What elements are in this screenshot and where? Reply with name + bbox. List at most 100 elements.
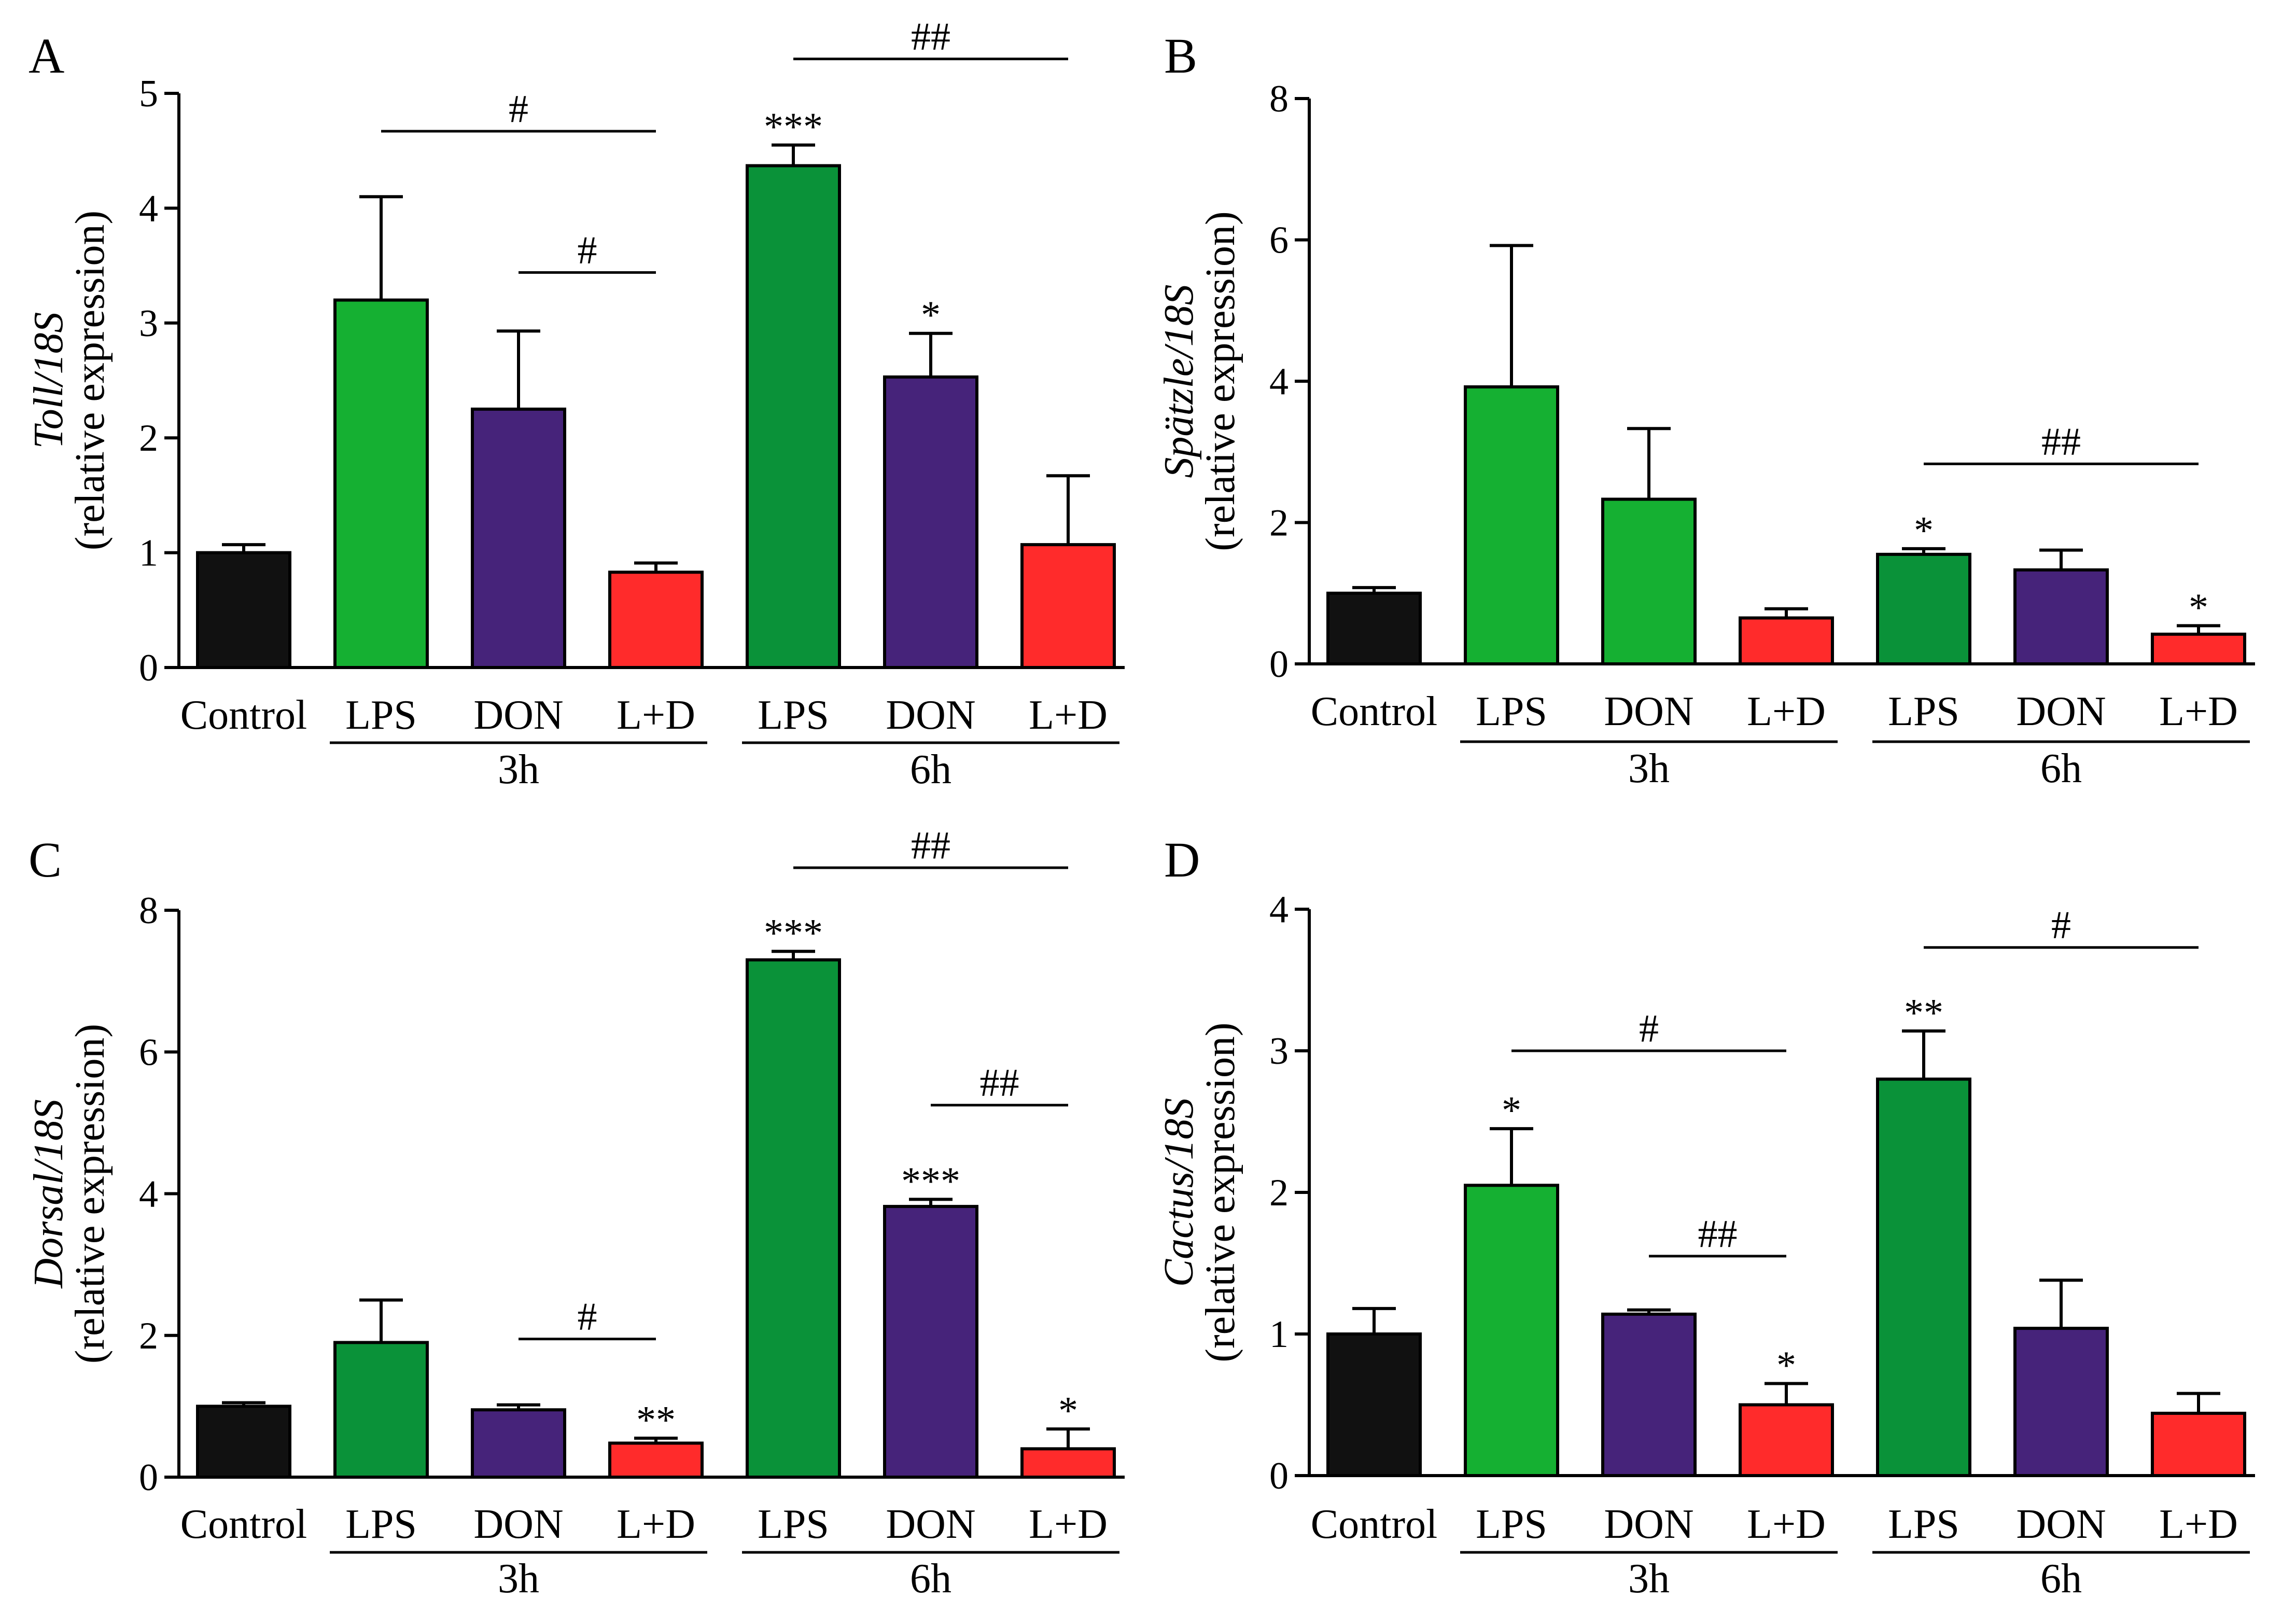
x-category-label: L+D [617,692,695,738]
chart-panel-a: A 0 1 2 3 4 5 Toll/18S(relative expression) Cont… [26,15,1125,793]
significance-stars: * [1776,1344,1796,1387]
x-category-label: LPS [345,1502,417,1547]
chart-panel-c: C 0 2 4 6 8 Dorsal/18S(relative expression) Con… [26,824,1125,1602]
bar [471,1408,566,1479]
y-tick-label: 2 [139,417,158,460]
y-tick-label: 1 [1269,1313,1289,1356]
bar [1464,385,1559,665]
y-tick-label: 2 [1269,502,1289,545]
x-category-label: DON [886,692,975,738]
x-category-label: DON [2016,1502,2106,1547]
group-label: 6h [910,747,951,793]
bar [1601,497,1697,665]
y-axis-title: Spätzle/18S [1156,284,1202,478]
bar [1464,1184,1559,1478]
y-tick-label: 3 [1269,1030,1289,1073]
x-category-label: DON [2016,689,2106,734]
panel-letter: D [1164,832,1200,887]
bar [2013,1327,2109,1478]
y-tick-label: 4 [1269,888,1289,931]
x-category-label: DON [1604,689,1693,734]
group-label: 3h [498,1556,539,1602]
x-category-label: Control [1311,1502,1437,1547]
y-axis-subtitle: (relative expression) [67,1024,113,1364]
y-tick-label: 0 [139,1456,158,1499]
bar [883,1205,978,1479]
significance-hash: # [509,87,528,131]
x-category-label: Control [180,1502,307,1547]
group-label: 3h [498,747,539,793]
significance-stars: * [2189,586,2208,629]
significance-hash: ## [1698,1212,1738,1256]
bar [1326,591,1422,665]
bar [2151,1411,2246,1477]
bar [1326,1332,1422,1477]
x-category-label: LPS [1476,689,1547,734]
bar [1876,552,1971,665]
significance-hash: # [1639,1007,1659,1050]
significance-stars: * [921,294,941,337]
y-axis-subtitle: (relative expression) [67,211,113,550]
y-tick-label: 0 [1269,643,1289,686]
y-tick-label: 3 [139,302,158,345]
significance-hash: # [578,228,597,272]
x-category-label: LPS [1888,689,1959,734]
x-category-label: L+D [1747,689,1826,734]
bar [2151,632,2246,666]
x-category-label: L+D [2159,689,2238,734]
y-axis-title: Dorsal/18S [26,1099,72,1289]
bar [608,571,704,670]
group-label: 6h [2040,1556,2082,1602]
significance-stars: * [1058,1389,1078,1433]
bar [471,407,566,669]
x-category-label: DON [473,1502,563,1547]
y-axis-title: Cactus/18S [1156,1098,1202,1287]
bar [608,1441,704,1479]
y-axis-title: Toll/18S [26,312,72,449]
group-label: 3h [1628,746,1670,791]
y-axis-subtitle: (relative expression) [1198,211,1243,551]
significance-stars: ** [636,1398,676,1442]
significance-stars: *** [764,105,823,149]
bar [333,1341,429,1479]
group-label: 3h [1628,1556,1670,1602]
x-category-label: LPS [1476,1502,1547,1547]
panel-letter: C [29,832,62,887]
y-tick-label: 2 [1269,1172,1289,1214]
chart-panel-d: D 0 1 2 3 4 Cactus/18S(relative expression) Con… [1156,832,2255,1602]
y-axis-subtitle: (relative expression) [1198,1022,1243,1362]
x-category-label: L+D [2159,1502,2238,1547]
x-category-label: L+D [1747,1502,1826,1547]
panel-letter: B [1164,28,1197,84]
x-category-label: LPS [1888,1502,1959,1547]
y-tick-label: 8 [1269,78,1289,120]
chart-panel-b: B 0 2 4 6 8 Spätzle/18S(relative expression) Co… [1156,28,2255,791]
x-category-label: L+D [1029,692,1108,738]
y-tick-label: 0 [139,647,158,689]
bar [1739,616,1834,665]
y-tick-label: 6 [1269,219,1289,262]
bar [333,298,429,669]
x-category-label: LPS [345,692,417,738]
x-category-label: LPS [758,692,829,738]
significance-stars: ** [1904,991,1943,1035]
x-category-label: Control [1311,689,1437,734]
significance-hash: # [578,1295,597,1339]
bar [1020,1447,1116,1479]
y-tick-label: 0 [1269,1455,1289,1497]
bar [1876,1077,1971,1478]
significance-hash: ## [2041,420,2081,463]
y-tick-label: 6 [139,1031,158,1074]
bar [1739,1403,1834,1477]
x-category-label: DON [886,1502,975,1547]
bar [746,164,841,669]
y-tick-label: 4 [1269,360,1289,403]
group-label: 6h [2040,746,2082,791]
significance-stars: *** [764,911,823,955]
significance-hash: # [2051,904,2071,947]
significance-hash: ## [911,15,950,59]
bar [196,1405,291,1479]
x-category-label: LPS [758,1502,829,1547]
y-tick-label: 5 [139,73,158,115]
